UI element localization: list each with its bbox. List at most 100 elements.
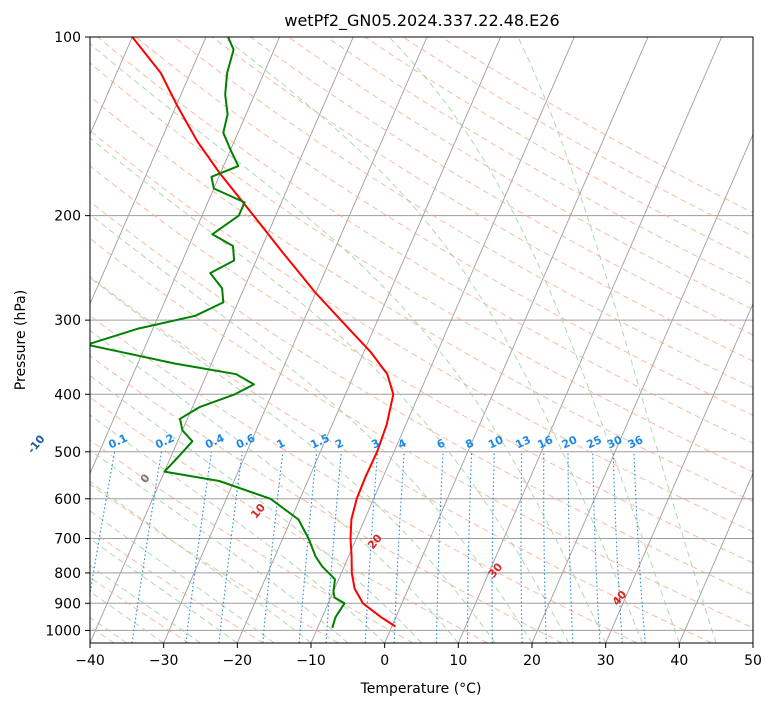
mixing-ratio-label: 30 [605, 433, 625, 451]
isotherm-line [90, 37, 281, 475]
mixing-ratio-line [520, 451, 523, 643]
isotherm-line [236, 37, 502, 643]
chart-title: wetPf2_GN05.2024.337.22.48.E26 [284, 11, 559, 31]
dry-adiabat-line [90, 396, 488, 643]
dry-adiabat-label: 10 [248, 501, 268, 521]
dry-adiabat-line [90, 201, 753, 596]
dry-adiabat-label: 20 [365, 531, 385, 551]
mixing-ratio-line [567, 451, 574, 643]
y-tick-label: 500 [54, 445, 81, 461]
mixing-ratio-line [262, 451, 284, 643]
moist-adiabat-line [517, 37, 717, 643]
x-tick-label: −40 [75, 653, 105, 669]
mixing-ratio-line [592, 451, 601, 643]
y-tick-label: 400 [54, 387, 81, 403]
mixing-ratio-label: 0.2 [153, 431, 176, 451]
dry-adiabat-line [90, 62, 753, 473]
x-tick-label: −10 [296, 653, 326, 669]
mixing-ratio-label: 25 [584, 433, 603, 451]
isotherm-line [531, 133, 753, 643]
moist-adiabat-line [90, 43, 607, 643]
dry-adiabat-line [90, 130, 753, 533]
mixing-ratio-line [131, 451, 163, 643]
data-series [90, 37, 397, 629]
mixing-ratio-line [435, 451, 444, 643]
mixing-ratio-line [90, 451, 116, 597]
isotherm-line [605, 302, 753, 643]
dry-adiabat-line [97, 37, 753, 444]
mixing-ratio-label: 13 [513, 433, 532, 451]
moist-adiabat-line [90, 213, 533, 643]
mixing-ratio-line [633, 451, 646, 643]
moist-adiabat-line [90, 137, 570, 643]
isotherm-line [457, 37, 723, 643]
moist-adiabat-line [90, 276, 496, 643]
mixing-ratio-label: 36 [626, 433, 646, 451]
mixing-ratio-line [218, 451, 243, 643]
moist-adiabat-line [90, 414, 386, 643]
mixing-ratio-line [491, 451, 495, 643]
y-axis-label: Pressure (hPa) [13, 290, 29, 390]
x-tick-label: 30 [597, 653, 615, 669]
y-tick-label: 900 [54, 596, 81, 612]
dry-adiabat-line [211, 37, 753, 362]
isotherm-line [163, 37, 428, 643]
moist-adiabat-line [388, 37, 680, 643]
mixing-ratio-label: 4 [396, 436, 409, 451]
x-axis-label: Temperature (°C) [360, 681, 482, 697]
dry-adiabat-line [90, 483, 339, 643]
moist-adiabat-line [90, 510, 275, 643]
mixing-ratio-label: 10 [486, 433, 506, 451]
isotherm-line [90, 37, 207, 306]
plot-frame [89, 36, 754, 644]
y-tick-label: 700 [54, 532, 81, 548]
moist-adiabat-line [90, 481, 312, 643]
isotherm-line [384, 37, 649, 643]
dry-adiabat-line [90, 314, 638, 643]
isotherm-line [0, 37, 59, 643]
axis-ticks: −40 −30 −20 −10 0 10 20 30 40 5010009008007006005… [45, 30, 762, 669]
x-tick-label: 0 [380, 653, 389, 669]
mixing-ratio-line [185, 451, 213, 643]
dry-adiabat-line [90, 355, 563, 643]
dry-adiabat-label: 0 [138, 471, 153, 485]
y-tick-label: 600 [54, 492, 81, 508]
moist-adiabat-line [90, 538, 238, 643]
dry-adiabat-line [173, 37, 753, 389]
mixing-ratio-label: 1 [275, 436, 287, 451]
mixing-ratio-label: 2 [333, 436, 345, 451]
dewpoint-profile-line [90, 37, 346, 629]
background-lines [0, 37, 753, 643]
x-tick-label: −20 [223, 653, 253, 669]
x-tick-label: 50 [744, 653, 762, 669]
dry-adiabat-line [440, 37, 753, 214]
dry-adiabat-line [288, 37, 753, 311]
y-tick-label: 200 [54, 209, 81, 225]
mixing-ratio-label: 0.4 [203, 431, 226, 451]
x-tick-label: −30 [149, 653, 179, 669]
dry-adiabat-line [90, 275, 712, 643]
dry-adiabat-line [326, 37, 753, 286]
moist-adiabat-line [90, 449, 349, 643]
isotherm-line [678, 472, 753, 643]
dry-adiabat-line [135, 37, 753, 416]
y-tick-label: 800 [54, 566, 81, 582]
x-tick-label: 20 [523, 653, 541, 669]
mixing-ratio-label: 16 [536, 433, 556, 451]
y-tick-label: 1000 [45, 623, 81, 639]
dry-adiabat-line [402, 37, 753, 237]
y-tick-label: 300 [54, 313, 81, 329]
mixing-ratio-label: 0.1 [106, 431, 129, 451]
y-tick-label: 100 [54, 30, 81, 46]
dry-adiabat-line [90, 165, 753, 564]
dry-adiabat-line [90, 95, 753, 503]
x-tick-label: 10 [449, 653, 467, 669]
dry-adiabat-line [250, 37, 753, 336]
mixing-ratio-line [393, 451, 405, 643]
mixing-ratio-label: 20 [560, 433, 580, 451]
isotherm-line [752, 641, 753, 643]
dry-adiabat-label: -10 [25, 432, 48, 456]
dry-adiabat-line [90, 237, 753, 629]
moist-adiabat-line [223, 37, 643, 643]
